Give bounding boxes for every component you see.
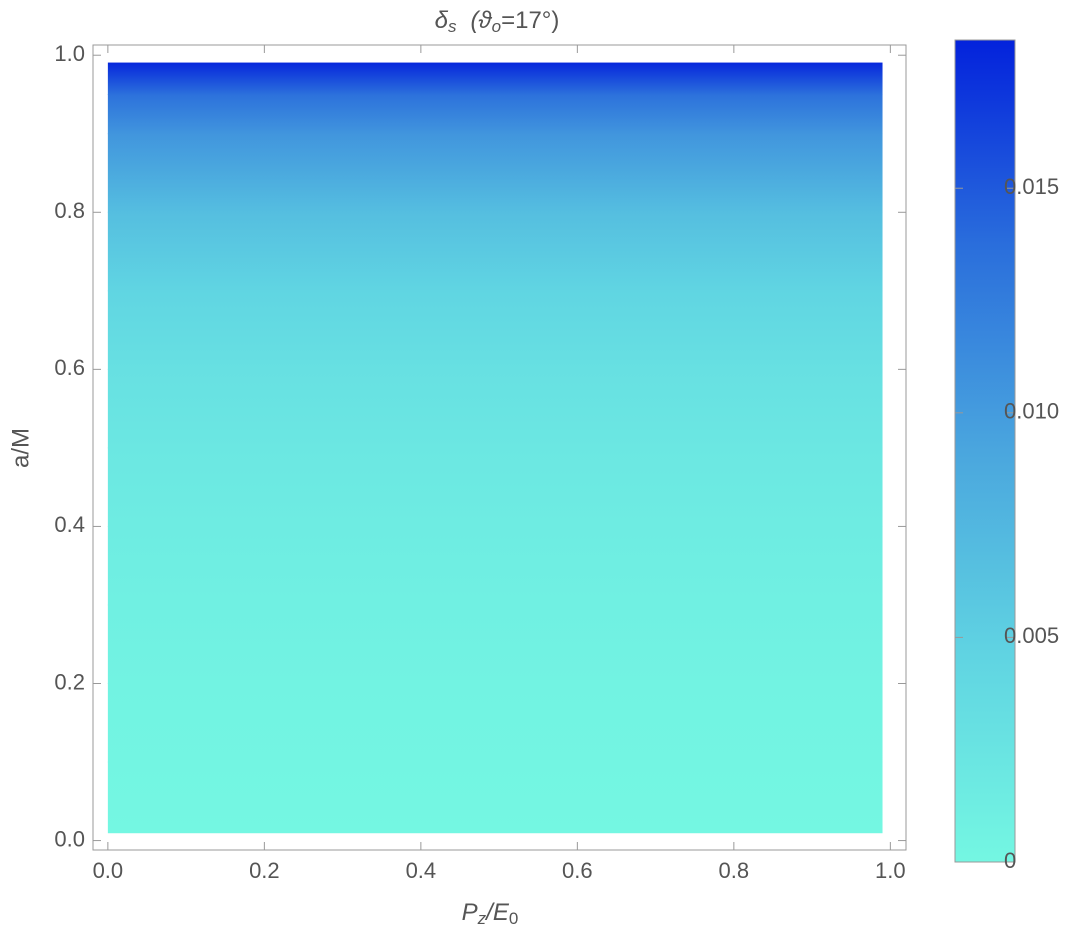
y-axis-label: a/M (7, 428, 34, 468)
x-axis-label: Pz/E0 (462, 899, 519, 928)
chart-title: δs (ϑo=17°) (435, 7, 560, 36)
density-band (107, 93, 883, 135)
label-part: z (477, 909, 487, 928)
density-band (107, 133, 883, 213)
x-tick-label: 0.0 (93, 858, 124, 883)
title-part: (ϑ (470, 7, 492, 34)
y-tick-label: 0.2 (54, 669, 85, 694)
y-tick-label: 0.4 (54, 512, 85, 537)
density-band (107, 62, 883, 95)
x-tick-label: 0.2 (249, 858, 280, 883)
title-part: o (492, 17, 501, 36)
x-tick-label: 0.6 (562, 858, 593, 883)
colorbar-tick-label: 0.010 (1004, 399, 1059, 424)
density-band (107, 290, 883, 370)
colorbar-tick-label: 0.015 (1004, 174, 1059, 199)
y-tick-label: 0.8 (54, 198, 85, 223)
density-band (107, 604, 883, 685)
title-part: =17°) (501, 7, 559, 34)
y-tick-label: 1.0 (54, 41, 85, 66)
density-band (107, 368, 883, 449)
plot-frame (92, 44, 907, 851)
colorbar (954, 39, 1016, 863)
density-band (107, 683, 883, 763)
density-band (107, 211, 883, 292)
label-part: 0 (509, 909, 518, 928)
title-part: s (448, 17, 457, 36)
density-band (107, 447, 883, 527)
density-band (107, 761, 883, 834)
y-tick-label: 0.6 (54, 355, 85, 380)
colorbar-tick-label: 0.005 (1004, 623, 1059, 648)
x-tick-label: 0.8 (719, 858, 750, 883)
density-band (107, 525, 883, 606)
label-part: P (462, 899, 478, 926)
colorbar-tick-label: 0 (1004, 848, 1016, 873)
label-part: /E (484, 899, 510, 926)
x-tick-label: 0.4 (406, 858, 437, 883)
x-tick-label: 1.0 (875, 858, 906, 883)
title-part: δ (435, 7, 449, 34)
y-tick-label: 0.0 (54, 826, 85, 851)
